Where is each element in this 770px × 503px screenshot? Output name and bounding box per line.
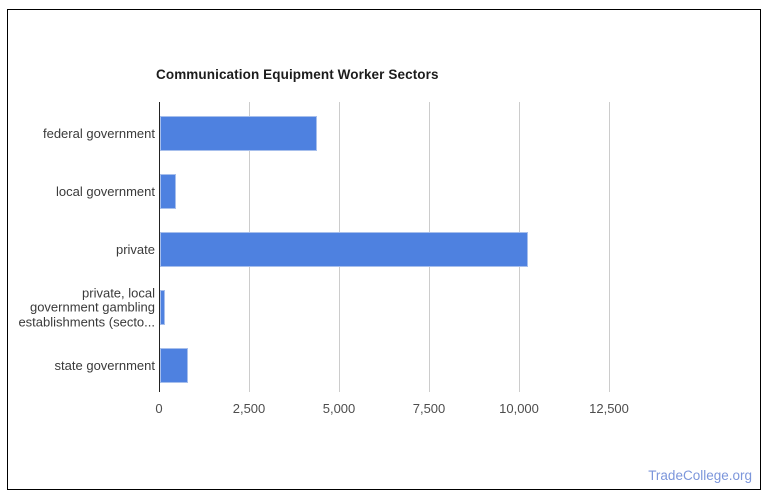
x-axis-tick-labels: 0 2,500 5,000 7,500 10,000 12,500 [155,401,705,419]
y-axis-baseline [159,102,160,392]
x-tick-label-12500: 12,500 [589,401,629,416]
chart-frame: Communication Equipment Worker Sectors f… [7,9,761,490]
x-tick-label-10000: 10,000 [499,401,539,416]
bar-local-government[interactable] [160,174,176,209]
category-label-private: private [115,241,155,257]
plot-area [159,102,705,392]
x-tick-label-2500: 2,500 [232,401,266,416]
x-tick-label-0: 0 [155,401,163,416]
category-label-local-government: local government [56,183,155,199]
bar-federal-government[interactable] [160,116,317,151]
chart-title: Communication Equipment Worker Sectors [156,67,439,82]
bar-state-government[interactable] [160,348,188,383]
category-label-federal-government: federal government [42,125,155,141]
bar-private-local[interactable] [160,290,166,325]
category-axis-labels: federal government local government privat… [14,102,155,392]
bar-private[interactable] [160,232,528,267]
gridline-12500 [609,102,610,392]
category-label-private-local: private, local government gambling estab… [18,284,155,329]
x-tick-label-7500: 7,500 [412,401,446,416]
brand-link[interactable]: TradeCollege.org [648,468,752,483]
category-label-state-government: state government [54,357,155,373]
x-tick-label-5000: 5,000 [322,401,356,416]
